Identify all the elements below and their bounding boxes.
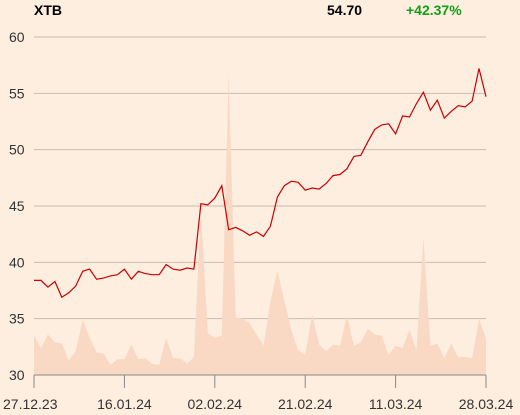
y-tick-label: 50 [9, 142, 25, 158]
x-tick-label: 28.03.24 [459, 396, 514, 412]
percent-change: +42.37% [406, 2, 462, 18]
x-tick-label: 02.02.24 [188, 396, 243, 412]
y-tick-label: 55 [9, 85, 25, 101]
x-tick-label: 27.12.23 [3, 396, 58, 412]
axis-labels: 30 35 40 45 50 55 60 27.12.23 16.01.24 02.02.24 21… [3, 29, 513, 412]
axes [33, 374, 487, 388]
y-tick-label: 30 [9, 367, 25, 383]
x-tick-label: 16.01.24 [97, 396, 152, 412]
y-tick-label: 40 [9, 254, 25, 270]
last-price: 54.70 [327, 2, 363, 18]
price-line [34, 68, 487, 299]
ticker-symbol: XTB [34, 2, 62, 18]
x-tick-label: 21.02.24 [278, 396, 333, 412]
y-tick-label: 35 [9, 311, 25, 327]
x-tick-label: 11.03.24 [369, 396, 423, 412]
volume-area [34, 75, 486, 376]
y-tick-label: 60 [9, 29, 25, 45]
y-tick-label: 45 [9, 198, 25, 214]
